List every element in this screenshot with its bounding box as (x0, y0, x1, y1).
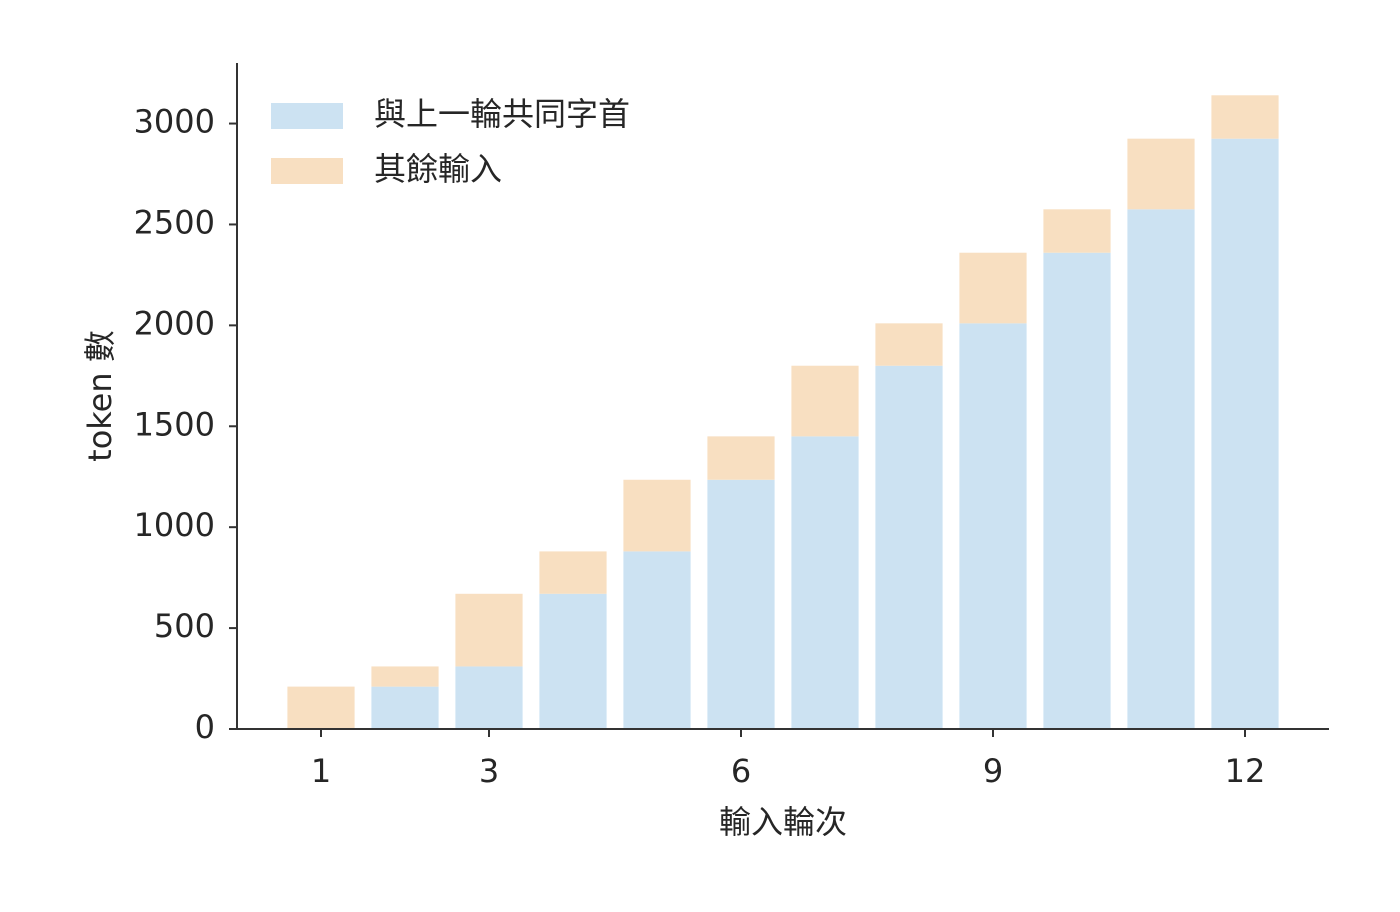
bar-segment (1127, 209, 1195, 729)
bar-segment (791, 436, 859, 729)
legend-swatch (271, 103, 343, 129)
bar-segment (539, 551, 607, 594)
bar-segment (1127, 138, 1195, 210)
bar-segment (623, 479, 691, 552)
y-tick-label: 2500 (134, 203, 215, 241)
bar-segment (875, 365, 943, 729)
x-tick-label: 3 (479, 752, 499, 790)
x-tick-label: 1 (311, 752, 331, 790)
x-axis-label: 輸入輪次 (719, 803, 847, 841)
bar-segment (959, 252, 1027, 324)
bar-segment (539, 593, 607, 729)
bar-segment (623, 551, 691, 729)
y-tick-label: 0 (195, 708, 215, 746)
bar-segment (791, 365, 859, 437)
bar-segment (455, 666, 523, 729)
bar-segment (371, 666, 439, 687)
bar-segment (1043, 209, 1111, 253)
y-tick-label: 1500 (134, 405, 215, 443)
y-tick-label: 1000 (134, 506, 215, 544)
bar-segment (959, 323, 1027, 729)
bar-segment (875, 323, 943, 366)
y-axis-label: token 數 (81, 330, 119, 462)
bar-segment (455, 593, 523, 667)
bar-segment (1211, 138, 1279, 729)
x-tick-label: 12 (1225, 752, 1266, 790)
y-tick-label: 3000 (134, 103, 215, 141)
bar-segment (1211, 95, 1279, 139)
x-tick-label: 6 (731, 752, 751, 790)
y-tick-label: 2000 (134, 304, 215, 342)
bar-segment (371, 686, 439, 729)
bar-segment (1043, 252, 1111, 729)
legend-swatch (271, 158, 343, 184)
x-tick-label: 9 (983, 752, 1003, 790)
bar-segment (707, 479, 775, 729)
y-tick-label: 500 (154, 607, 215, 645)
bar-segment (287, 686, 355, 729)
legend-label: 其餘輸入 (374, 150, 502, 188)
bar-segment (707, 436, 775, 480)
legend-label: 與上一輪共同字首 (374, 95, 630, 133)
